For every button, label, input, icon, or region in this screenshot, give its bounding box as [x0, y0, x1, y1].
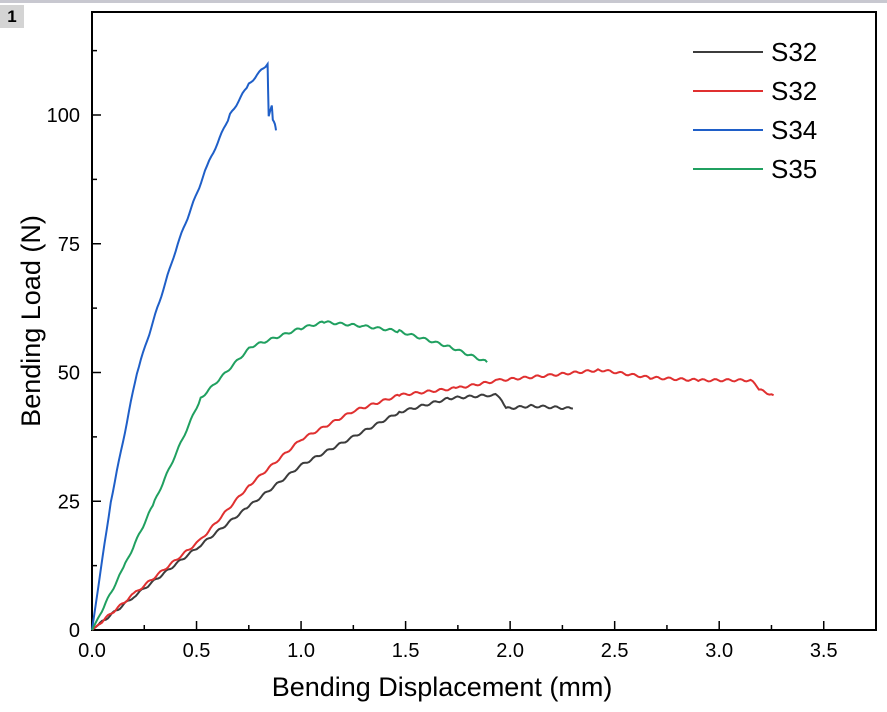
plot-frame: [91, 11, 877, 631]
series-line-s32-0: [91, 392, 574, 631]
y-tick-label: 50: [58, 363, 80, 385]
x-tick-label: 2.0: [496, 640, 524, 662]
series-line-s35-3: [91, 320, 488, 631]
x-tick-label: 0.5: [183, 640, 211, 662]
x-tick-label: 1.0: [287, 640, 315, 662]
x-tick-label: 3.5: [810, 640, 838, 662]
legend-label: S32: [771, 76, 817, 106]
y-tick-label: 0: [69, 620, 80, 642]
x-tick-label: 0.0: [78, 640, 106, 662]
y-tick-label: 75: [58, 234, 80, 256]
legend-label: S32: [771, 37, 817, 67]
legend-label: S35: [771, 154, 817, 184]
x-axis-label: Bending Displacement (mm): [272, 672, 613, 702]
y-tick-label: 100: [47, 105, 80, 127]
series-line-s32-1: [91, 368, 774, 631]
x-tick-label: 1.5: [392, 640, 420, 662]
y-axis-label: Bending Load (N): [16, 215, 46, 427]
window-top-border: [0, 0, 887, 3]
x-tick-label: 2.5: [601, 640, 629, 662]
legend-label: S34: [771, 115, 817, 145]
series-line-s34-2: [91, 60, 277, 631]
y-tick-label: 25: [58, 491, 80, 513]
graph-layer-badge[interactable]: 1: [0, 5, 24, 28]
x-tick-label: 3.0: [705, 640, 733, 662]
